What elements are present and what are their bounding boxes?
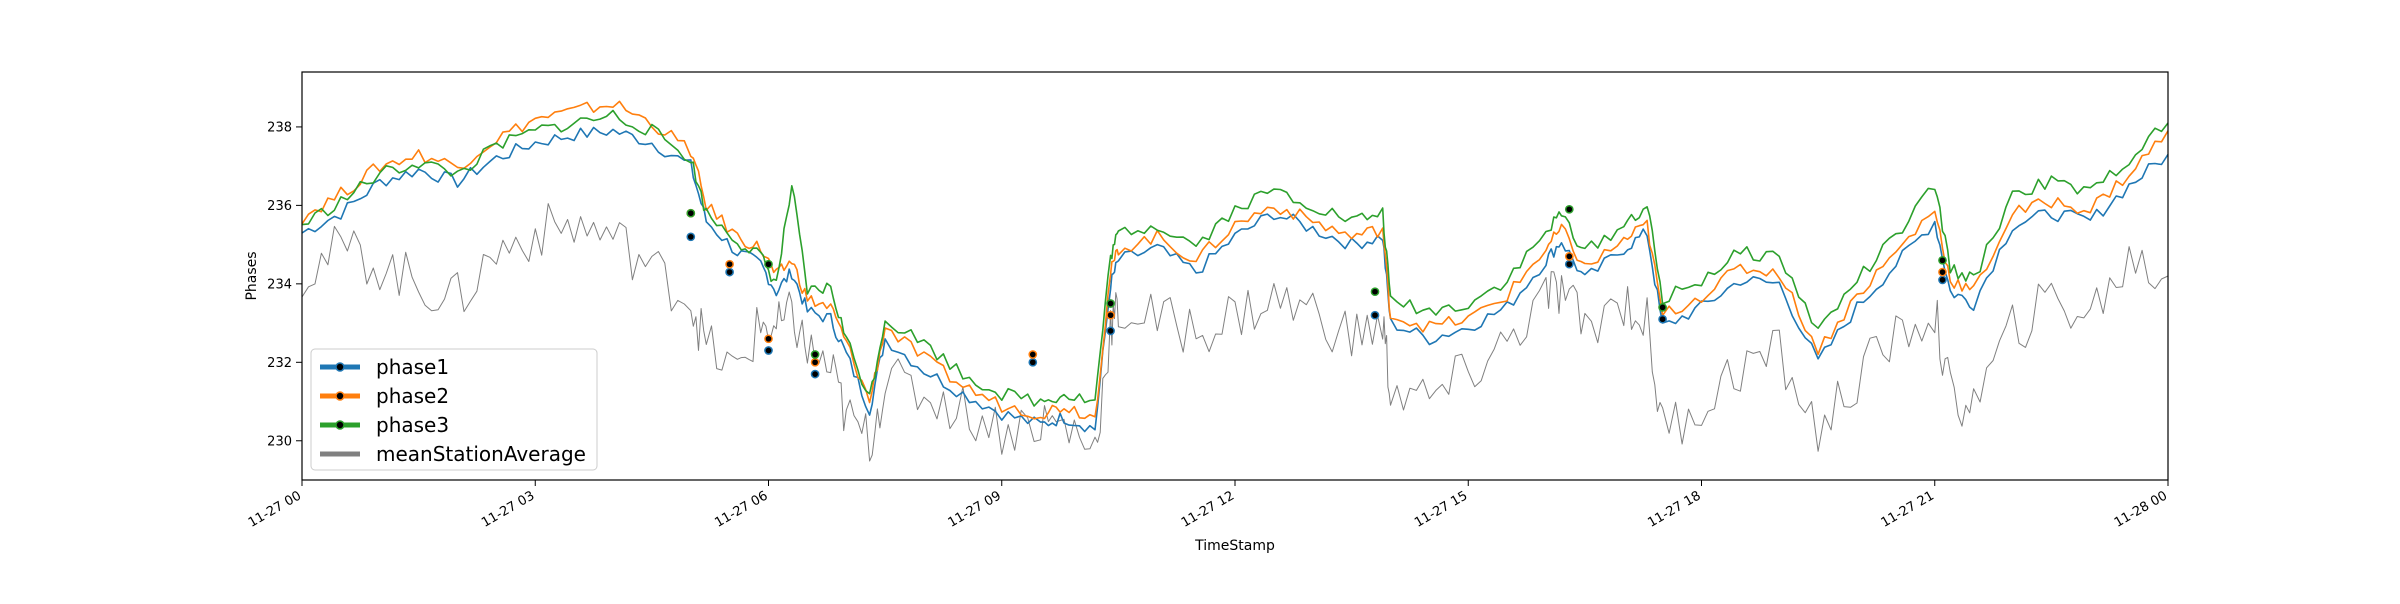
y-tick-label: 236 [267, 199, 292, 214]
marker-phase1-21 [1658, 314, 1667, 324]
legend-items: phase1 phase2 phase3 meanStationAverage [320, 355, 586, 466]
marker-phase1-23 [1938, 275, 1947, 285]
series-line-phase3 [301, 109, 2169, 407]
marker-phase3-17 [1370, 287, 1380, 297]
legend: phase1 phase2 phase3 meanStationAverage [310, 348, 598, 471]
marker-phase3-22 [1658, 303, 1667, 312]
series-line-phase2 [301, 100, 2169, 420]
marker-phase2-6 [764, 334, 773, 344]
legend-marker-phase3 [335, 420, 345, 430]
marker-layer [686, 204, 1947, 379]
marker-phase2-9 [810, 357, 820, 367]
marker-phase2-19 [1564, 252, 1574, 261]
y-tick-label: 230 [267, 434, 292, 449]
marker-phase2-12 [1028, 350, 1038, 359]
y-axis: 230 232 234 236 238 [267, 120, 302, 449]
marker-phase1-18 [1564, 259, 1574, 269]
y-tick-label: 238 [267, 120, 292, 135]
marker-phase1-11 [1028, 357, 1038, 367]
marker-phase3-10 [810, 350, 820, 359]
y-axis-label: Phases [244, 251, 260, 300]
marker-phase3-25 [1938, 255, 1947, 265]
marker-phase1-0 [686, 232, 696, 242]
legend-marker-phase1 [335, 362, 345, 372]
marker-phase1-13 [1106, 326, 1115, 336]
x-axis-label: TimeStamp [1194, 538, 1275, 554]
legend-label-phase1: phase1 [376, 355, 449, 379]
legend-label-phase3: phase3 [376, 413, 449, 437]
legend-label-meanstationaverage: meanStationAverage [376, 442, 586, 466]
legend-label-phase2: phase2 [376, 384, 449, 408]
marker-phase3-20 [1564, 204, 1574, 214]
y-tick-label: 232 [267, 356, 292, 371]
marker-phase3-7 [764, 259, 773, 269]
marker-phase1-5 [764, 346, 773, 355]
marker-phase1-8 [810, 369, 820, 379]
series-line-meanstationaverage [301, 203, 2169, 462]
marker-phase2-4 [725, 259, 734, 269]
marker-phase3-15 [1106, 299, 1115, 308]
y-tick-label: 234 [267, 277, 292, 292]
marker-phase3-2 [686, 208, 696, 218]
marker-phase2-24 [1938, 267, 1947, 277]
marker-phase1-16 [1370, 310, 1380, 320]
series-layer [301, 100, 2169, 462]
marker-phase2-14 [1106, 310, 1115, 320]
marker-phase1-3 [725, 267, 734, 277]
legend-marker-phase2 [335, 391, 345, 401]
legend-box [310, 348, 598, 471]
